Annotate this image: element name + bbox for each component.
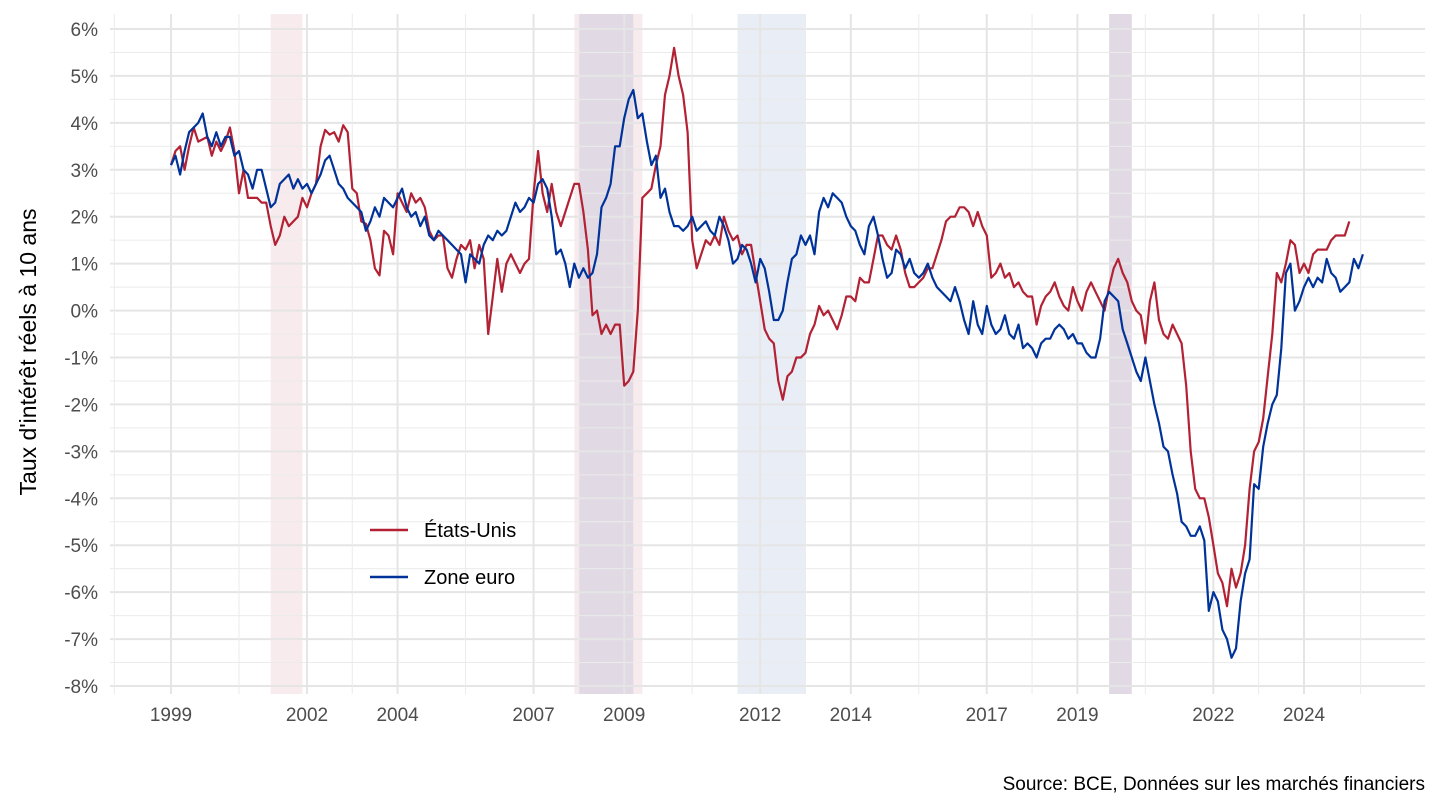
recession-band-1 — [574, 14, 643, 694]
recession-band-5 — [1109, 14, 1132, 694]
x-tick-label: 2014 — [830, 705, 873, 726]
y-tick-label: 6% — [71, 20, 99, 41]
legend-label-zone-euro: Zone euro — [424, 567, 515, 589]
x-axis-tick-labels: 1999 2002 2004 2007 2009 2012 2014 2017 2019 2022… — [150, 705, 1326, 726]
x-tick-label: 2012 — [739, 705, 781, 726]
series-line-0 — [169, 46, 1351, 608]
y-tick-label: -5% — [64, 536, 98, 557]
y-tick-label: -8% — [64, 677, 98, 698]
y-axis-label: Taux d'intérêt réels à 10 ans — [15, 209, 41, 496]
y-tick-label: -4% — [64, 489, 98, 510]
y-axis-tick-labels: -8% -7% -6% -5% -4% -3% -2% -1% 0% 1% 2% 3% 4% 5% 6% — [64, 20, 98, 698]
x-tick-label: 2007 — [512, 705, 554, 726]
y-tick-label: 5% — [71, 67, 99, 88]
legend-label-etats-unis: États-Unis — [424, 519, 516, 542]
x-tick-label: 2017 — [966, 705, 1008, 726]
series-lines — [169, 46, 1364, 659]
x-tick-label: 2019 — [1056, 705, 1098, 726]
y-tick-label: 0% — [71, 302, 99, 323]
source-caption: Source: BCE, Données sur les marchés fin… — [1003, 774, 1425, 795]
recession-band-4 — [1109, 14, 1132, 694]
y-tick-label: -2% — [64, 395, 98, 416]
x-tick-label: 2002 — [286, 705, 328, 726]
y-tick-label: -1% — [64, 349, 98, 370]
y-tick-label: 1% — [71, 255, 99, 276]
y-tick-label: 2% — [71, 208, 99, 229]
y-tick-label: 4% — [71, 114, 99, 135]
y-tick-label: 3% — [71, 161, 99, 182]
recession-band-3 — [737, 14, 806, 694]
y-tick-label: -6% — [64, 583, 98, 604]
recession-bands — [270, 14, 1132, 694]
x-tick-label: 2009 — [603, 705, 645, 726]
x-tick-label: 1999 — [150, 705, 192, 726]
y-tick-label: -3% — [64, 442, 98, 463]
legend: États-Unis Zone euro — [370, 519, 516, 589]
x-tick-label: 2024 — [1283, 705, 1326, 726]
series-line-1 — [170, 88, 1364, 659]
x-tick-label: 2022 — [1192, 705, 1234, 726]
y-tick-label: -7% — [64, 630, 98, 651]
x-tick-label: 2004 — [376, 705, 419, 726]
recession-band-0 — [270, 14, 303, 694]
